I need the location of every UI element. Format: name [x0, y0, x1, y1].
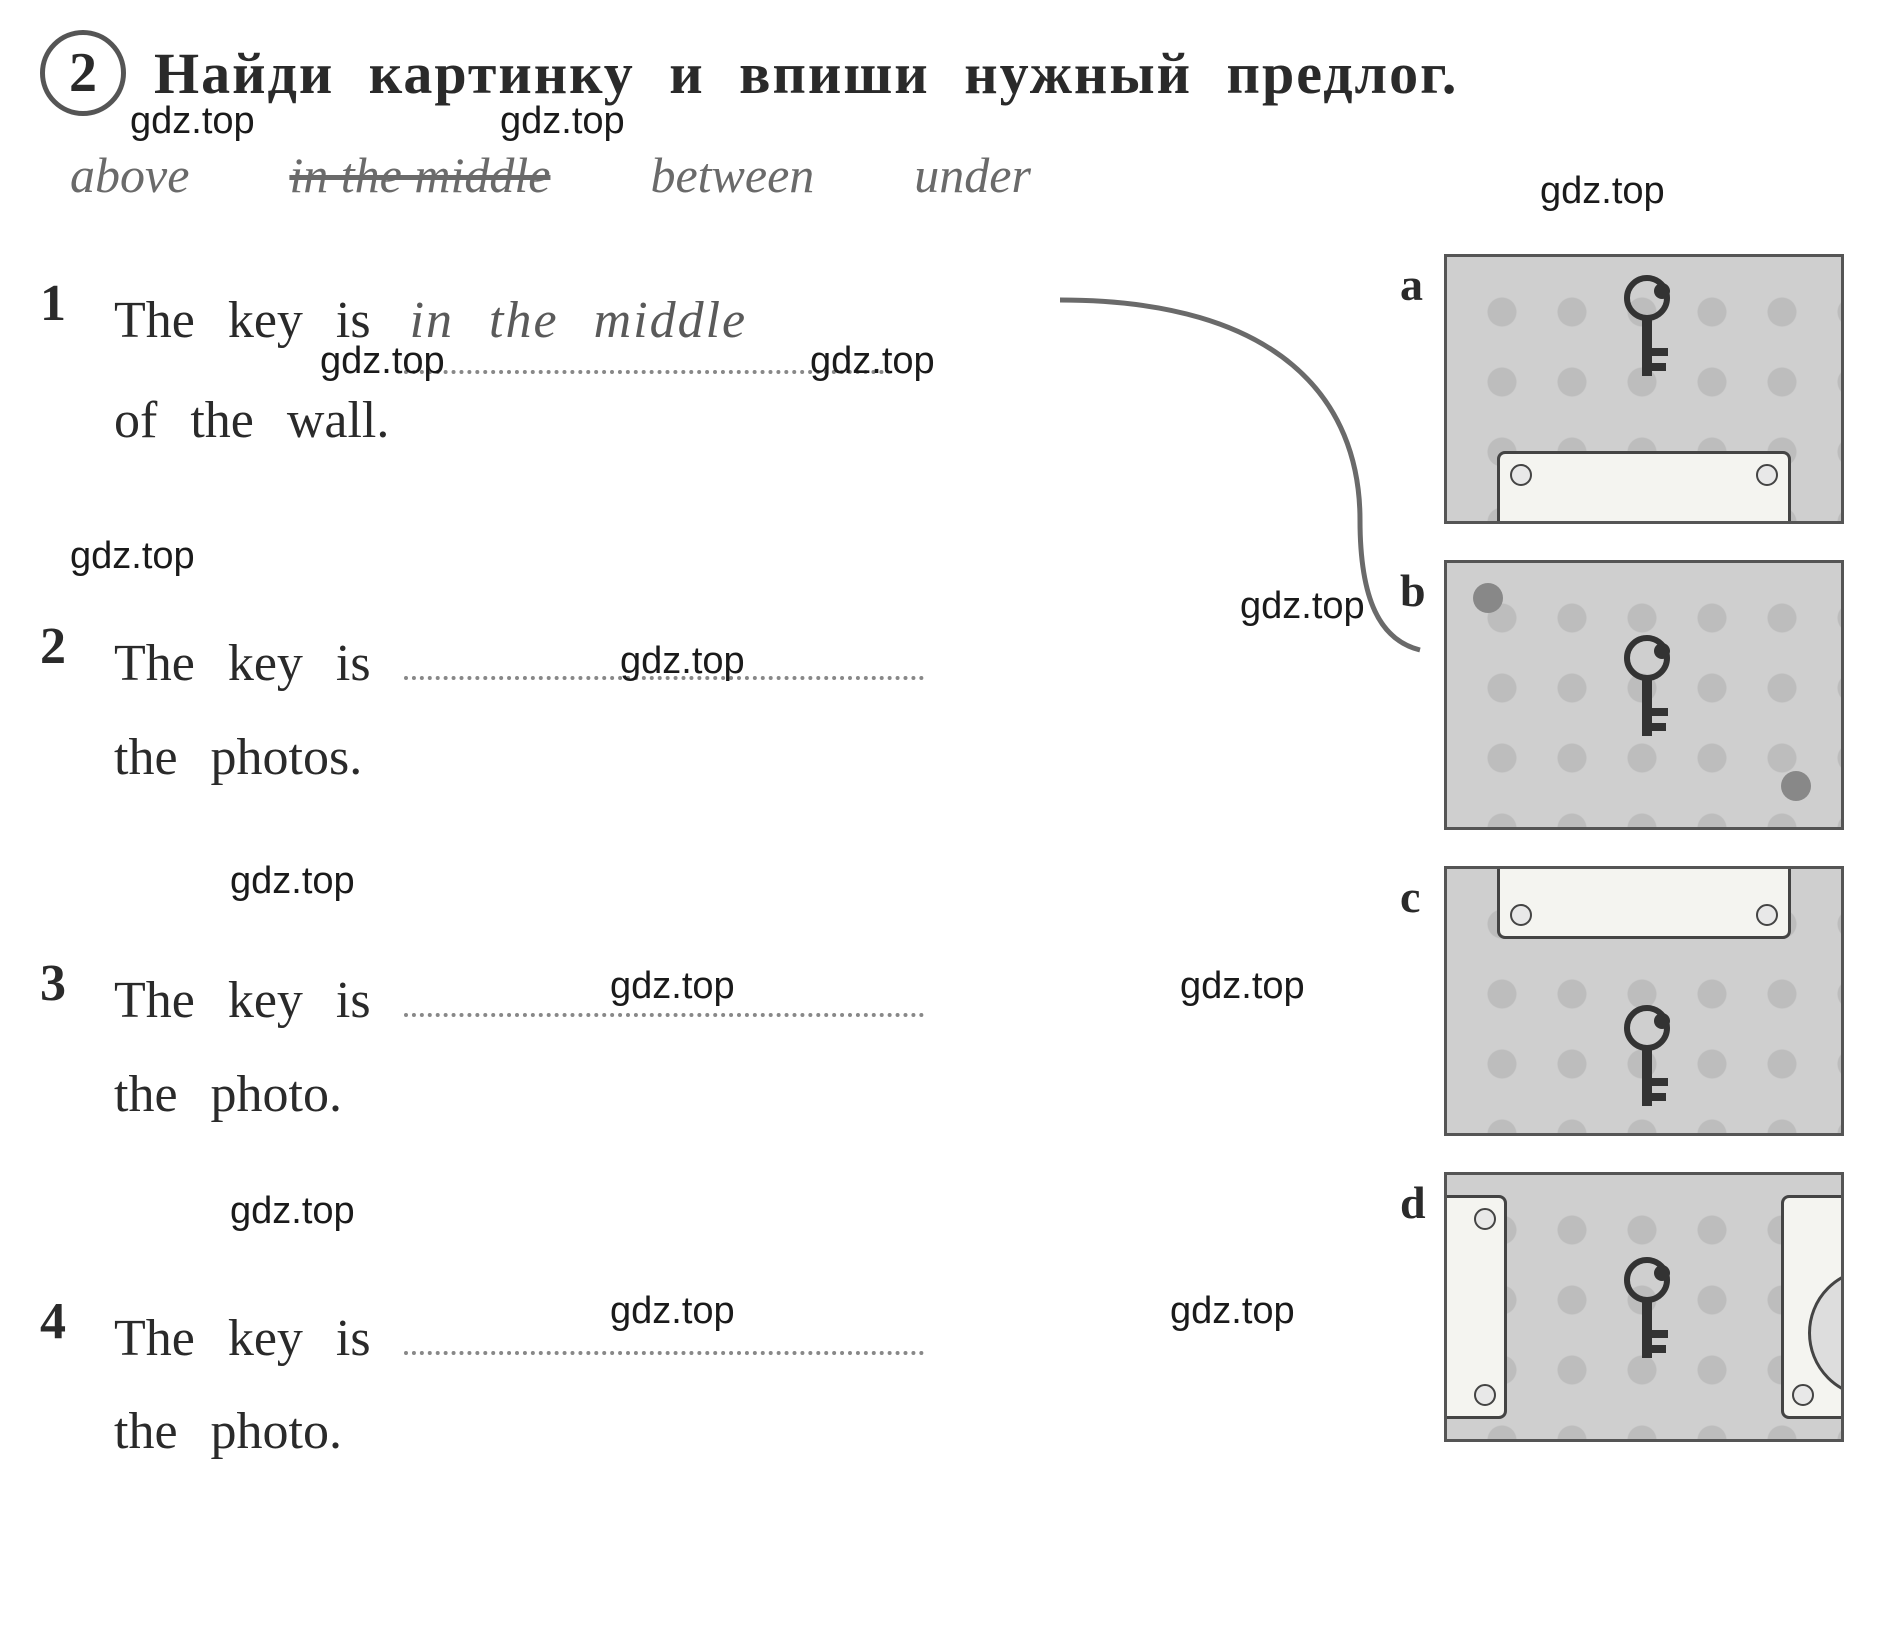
- picture-label: d: [1400, 1176, 1426, 1229]
- bug-icon: [1781, 771, 1811, 801]
- item-number: 3: [40, 954, 80, 1013]
- word-bank-item: between: [650, 146, 814, 204]
- sentence-item-4: 4 The key is the photo.: [40, 1292, 1404, 1479]
- item-text: The key is the photo.: [114, 954, 924, 1141]
- photo-frame-left: [1444, 1195, 1507, 1419]
- sentence-item-2: 2 The key is the photos.: [40, 617, 1404, 804]
- screw-icon: [1756, 904, 1778, 926]
- sentences-column: 1 The key is in the middle of the wall. …: [40, 254, 1404, 1629]
- word-bank-item-struck: in the middle: [289, 146, 550, 204]
- picture-label: c: [1400, 870, 1420, 923]
- text-after: the photo.: [114, 1403, 342, 1460]
- screw-icon: [1474, 1384, 1496, 1406]
- picture-c[interactable]: [1444, 866, 1844, 1136]
- photo-frame: [1497, 451, 1791, 524]
- screw-icon: [1510, 904, 1532, 926]
- screw-icon: [1474, 1208, 1496, 1230]
- text-after: the photo.: [114, 1066, 342, 1123]
- sentence-item-3: 3 The key is the photo.: [40, 954, 1404, 1141]
- screw-icon: [1510, 464, 1532, 486]
- word-bank-item: above: [70, 146, 189, 204]
- exercise-number-badge: 2: [40, 30, 126, 116]
- photo-frame-right: [1781, 1195, 1844, 1419]
- photo-frame: [1497, 866, 1791, 939]
- exercise-header: 2 Найди картинку и впиши нужный предлог.: [40, 30, 1864, 116]
- picture-label: b: [1400, 564, 1426, 617]
- key-icon: [1612, 1255, 1682, 1375]
- picture-label: a: [1400, 258, 1423, 311]
- text-after: of the wall.: [114, 392, 389, 449]
- word-bank: above in the middle between under: [70, 146, 1864, 204]
- answer-blank[interactable]: [404, 1311, 924, 1355]
- item-number: 1: [40, 274, 80, 333]
- text-before: The key is: [114, 1310, 371, 1367]
- key-icon: [1612, 1003, 1682, 1123]
- item-text: The key is in the middle of the wall.: [114, 274, 884, 467]
- exercise-title: Найди картинку и впиши нужный предлог.: [154, 40, 1458, 107]
- text-before: The key is: [114, 292, 371, 349]
- picture-d-wrap: d: [1444, 1172, 1864, 1442]
- item-number: 4: [40, 1292, 80, 1351]
- content-columns: 1 The key is in the middle of the wall. …: [40, 254, 1864, 1629]
- picture-c-wrap: c: [1444, 866, 1864, 1136]
- answer-filled[interactable]: in the middle: [404, 274, 884, 374]
- key-icon: [1612, 273, 1682, 393]
- item-number: 2: [40, 617, 80, 676]
- item-text: The key is the photos.: [114, 617, 924, 804]
- screw-icon: [1792, 1384, 1814, 1406]
- pictures-column: a b c: [1444, 254, 1864, 1442]
- answer-blank[interactable]: [404, 636, 924, 680]
- text-after: the photos.: [114, 729, 362, 786]
- portrait-icon: [1808, 1268, 1844, 1398]
- answer-blank[interactable]: [404, 973, 924, 1017]
- picture-d[interactable]: [1444, 1172, 1844, 1442]
- word-bank-item: under: [914, 146, 1031, 204]
- picture-a[interactable]: [1444, 254, 1844, 524]
- item-text: The key is the photo.: [114, 1292, 924, 1479]
- bug-icon: [1473, 583, 1503, 613]
- picture-b[interactable]: [1444, 560, 1844, 830]
- picture-a-wrap: a: [1444, 254, 1864, 524]
- picture-b-wrap: b: [1444, 560, 1864, 830]
- key-icon: [1612, 633, 1682, 753]
- text-before: The key is: [114, 972, 371, 1029]
- sentence-item-1: 1 The key is in the middle of the wall.: [40, 274, 1404, 467]
- text-before: The key is: [114, 635, 371, 692]
- screw-icon: [1756, 464, 1778, 486]
